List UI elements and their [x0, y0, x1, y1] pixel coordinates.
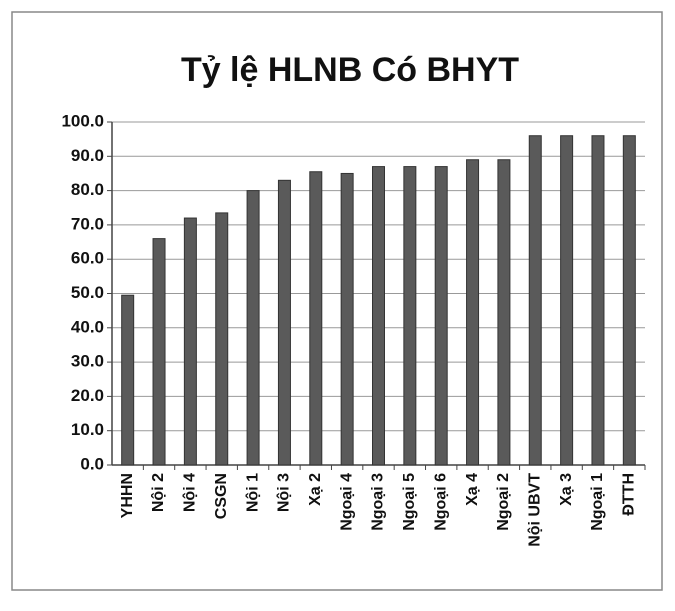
chart-frame — [11, 11, 663, 591]
x-tick-label: Nội 1 — [244, 473, 261, 512]
bar — [497, 159, 511, 466]
y-tick-label: 10.0 — [71, 420, 104, 439]
y-tick-label: 90.0 — [71, 146, 104, 165]
bar — [309, 171, 323, 466]
bar — [246, 190, 260, 466]
x-tick-label: Nội 3 — [276, 473, 293, 512]
chart-title: Tỷ lệ HLNB Có BHYT — [181, 51, 519, 89]
y-tick-label: 70.0 — [71, 214, 104, 233]
x-tick-label: Xạ 2 — [307, 473, 324, 506]
x-tick-label: Ngoại 1 — [589, 473, 606, 531]
x-tick-label: YHHN — [119, 473, 136, 518]
y-tick-label: 100.0 — [61, 111, 104, 130]
x-tick-label: ĐTTH — [621, 473, 638, 516]
x-tick-label: Ngoại 2 — [495, 473, 512, 531]
y-tick-label: 0.0 — [80, 454, 104, 473]
bar — [434, 166, 448, 466]
y-tick-label: 60.0 — [71, 249, 104, 268]
bar — [622, 135, 636, 466]
bar — [340, 172, 354, 466]
x-tick-label: Ngoại 6 — [432, 473, 449, 531]
bar — [591, 135, 605, 466]
bar — [560, 135, 574, 466]
bar — [466, 159, 480, 466]
bar — [183, 217, 197, 466]
y-tick-label: 80.0 — [71, 180, 104, 199]
x-tick-label: Ngoại 4 — [338, 473, 355, 531]
bar — [277, 179, 291, 466]
bar — [152, 238, 166, 466]
y-tick-label: 40.0 — [71, 317, 104, 336]
y-tick-label: 50.0 — [71, 283, 104, 302]
x-tick-label: CSGN — [213, 473, 230, 519]
x-tick-label: Ngoại 5 — [401, 473, 418, 531]
x-tick-label: Nội 2 — [150, 473, 167, 512]
x-tick-label: Xạ 4 — [464, 473, 481, 506]
bar — [403, 166, 417, 466]
y-tick-label: 20.0 — [71, 386, 104, 405]
y-tick-label: 30.0 — [71, 352, 104, 371]
x-tick-label: Ngoại 3 — [370, 473, 387, 531]
x-tick-label: Xạ 3 — [558, 473, 575, 506]
bar — [215, 212, 229, 466]
bar — [121, 294, 135, 466]
x-tick-label: Nội UBVT — [526, 473, 543, 547]
x-tick-label: Nội 4 — [182, 473, 199, 512]
bar — [372, 166, 385, 466]
bar — [528, 135, 542, 466]
